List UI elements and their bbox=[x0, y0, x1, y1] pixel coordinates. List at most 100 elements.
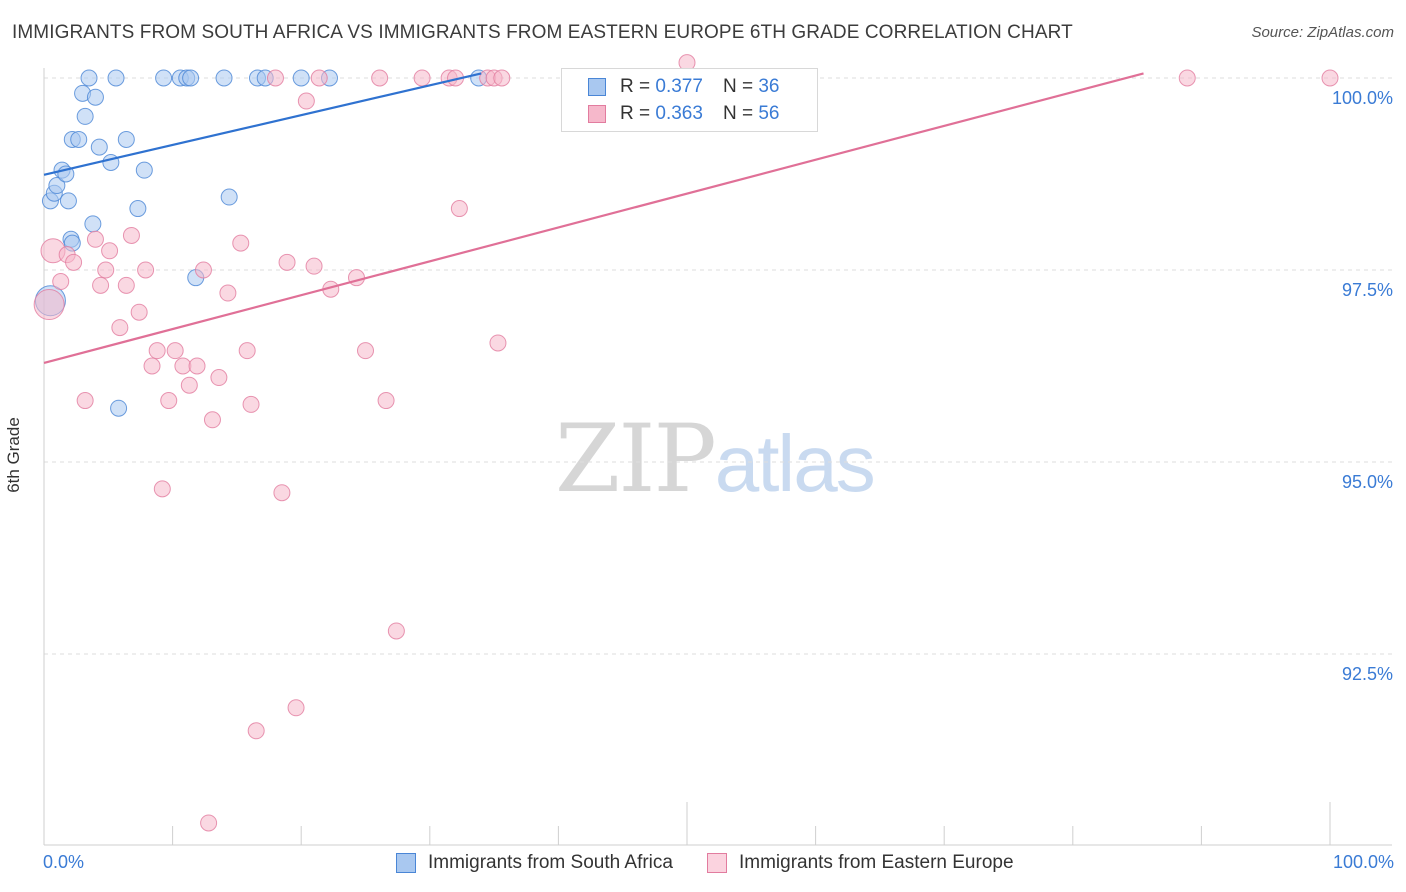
source-label[interactable]: Source: ZipAtlas.com bbox=[1251, 24, 1394, 41]
legend-row-eastern-europe: R = 0.363 N = 56 bbox=[562, 100, 779, 128]
eastern-europe-point bbox=[247, 722, 265, 740]
eastern-europe-point bbox=[219, 284, 237, 302]
eastern-europe-point bbox=[52, 273, 70, 291]
eastern-europe-point bbox=[153, 480, 171, 498]
eastern-europe-point bbox=[111, 319, 129, 337]
eastern-europe-point bbox=[130, 303, 148, 321]
south-africa-point bbox=[135, 161, 153, 179]
eastern-europe-point bbox=[101, 242, 119, 260]
y-tick-label: 95.0% bbox=[1342, 472, 1393, 492]
eastern-europe-point bbox=[493, 69, 511, 87]
eastern-europe-point bbox=[357, 342, 374, 360]
x-tick-max: 100.0% bbox=[1332, 852, 1394, 872]
eastern-europe-point bbox=[287, 699, 305, 717]
legend-swatch-blue bbox=[588, 78, 606, 96]
legend-r-value: 0.377 bbox=[655, 76, 703, 97]
watermark: ZIPatlas bbox=[555, 405, 876, 514]
eastern-europe-point bbox=[413, 69, 431, 87]
south-africa-point bbox=[129, 200, 147, 218]
y-axis-title: 6th Grade bbox=[4, 417, 23, 493]
eastern-europe-point bbox=[305, 257, 323, 275]
eastern-europe-point bbox=[122, 226, 140, 244]
eastern-europe-point bbox=[210, 369, 228, 387]
south-africa-point bbox=[182, 69, 200, 87]
eastern-europe-point bbox=[347, 269, 365, 287]
south-africa-point bbox=[107, 69, 125, 87]
legend-n-label: N = bbox=[722, 103, 754, 124]
eastern-europe-point bbox=[377, 392, 395, 410]
south-africa-point bbox=[70, 130, 88, 148]
eastern-europe-point bbox=[371, 69, 389, 87]
legend-swatch-pink bbox=[588, 105, 606, 123]
eastern-europe-point bbox=[137, 261, 155, 279]
x-tick-min: 0.0% bbox=[43, 852, 85, 872]
south-africa-point bbox=[110, 399, 128, 417]
legend-r-label: R = bbox=[620, 103, 651, 124]
south-africa-point bbox=[155, 69, 173, 87]
eastern-europe-point bbox=[180, 376, 198, 394]
eastern-europe-point bbox=[1178, 69, 1196, 87]
legend-n-label: N = bbox=[722, 76, 754, 97]
eastern-europe-point bbox=[489, 334, 507, 352]
y-tick-label: 92.5% bbox=[1342, 664, 1393, 684]
eastern-europe-point bbox=[266, 69, 284, 87]
south-africa-trendline bbox=[43, 72, 482, 176]
south-africa-point bbox=[48, 177, 66, 195]
eastern-europe-point bbox=[65, 253, 83, 271]
south-africa-point bbox=[80, 69, 98, 87]
eastern-europe-point bbox=[33, 289, 65, 321]
eastern-europe-point bbox=[232, 234, 250, 252]
eastern-europe-point bbox=[97, 261, 115, 279]
south-africa-point bbox=[59, 192, 77, 210]
south-africa-point bbox=[215, 69, 233, 87]
south-africa-point bbox=[76, 107, 94, 125]
legend-n-value: 36 bbox=[758, 76, 780, 97]
watermark-zip: ZIP bbox=[555, 405, 717, 514]
eastern-europe-point bbox=[117, 276, 135, 294]
eastern-europe-point bbox=[273, 484, 291, 502]
legend-r-label: R = bbox=[620, 76, 651, 97]
y-tick-label: 97.5% bbox=[1342, 280, 1393, 300]
series-label: Immigrants from Eastern Europe bbox=[738, 852, 1014, 873]
eastern-europe-point bbox=[194, 261, 212, 279]
eastern-europe-point bbox=[450, 200, 468, 218]
eastern-europe-point bbox=[310, 69, 328, 87]
south-africa-point bbox=[220, 188, 238, 206]
y-tick-label: 100.0% bbox=[1332, 88, 1393, 108]
eastern-europe-point bbox=[203, 411, 221, 429]
eastern-europe-point bbox=[148, 342, 166, 360]
legend-n-value: 56 bbox=[758, 103, 780, 124]
eastern-europe-point bbox=[387, 622, 405, 640]
eastern-europe-point bbox=[166, 342, 184, 360]
south-africa-point bbox=[86, 88, 104, 106]
chart-title: IMMIGRANTS FROM SOUTH AFRICA VS IMMIGRAN… bbox=[12, 22, 1073, 43]
eastern-europe-point bbox=[242, 395, 260, 413]
series-swatch-pink bbox=[706, 853, 727, 873]
series-label: Immigrants from South Africa bbox=[428, 852, 673, 873]
eastern-europe-point bbox=[278, 253, 296, 271]
eastern-europe-point bbox=[297, 92, 315, 110]
correlation-legend: R = 0.377 N = 36 R = 0.363 N = 56 bbox=[561, 68, 818, 132]
south-africa-point bbox=[117, 130, 135, 148]
south-africa-point bbox=[84, 215, 102, 233]
series-legend-item-south-africa[interactable]: Immigrants from South Africa bbox=[396, 852, 673, 874]
eastern-europe-point bbox=[160, 392, 178, 410]
eastern-europe-point bbox=[143, 357, 161, 375]
eastern-europe-point bbox=[174, 357, 192, 375]
series-swatch-blue bbox=[396, 853, 416, 873]
watermark-atlas: atlas bbox=[714, 419, 876, 508]
legend-row-south-africa: R = 0.377 N = 36 bbox=[562, 73, 779, 101]
eastern-europe-point bbox=[188, 357, 206, 375]
series-legend: Immigrants from South Africa Immigrants … bbox=[396, 852, 1048, 874]
eastern-europe-point bbox=[92, 276, 110, 294]
eastern-europe-point bbox=[86, 230, 104, 248]
eastern-europe-point bbox=[238, 342, 256, 360]
eastern-europe-trendline bbox=[43, 72, 1144, 364]
series-legend-item-eastern-europe[interactable]: Immigrants from Eastern Europe bbox=[706, 852, 1014, 874]
south-africa-point bbox=[90, 138, 108, 156]
eastern-europe-point bbox=[1321, 69, 1339, 87]
legend-r-value: 0.363 bbox=[655, 103, 703, 124]
eastern-europe-point bbox=[200, 814, 218, 832]
south-africa-point bbox=[292, 69, 310, 87]
